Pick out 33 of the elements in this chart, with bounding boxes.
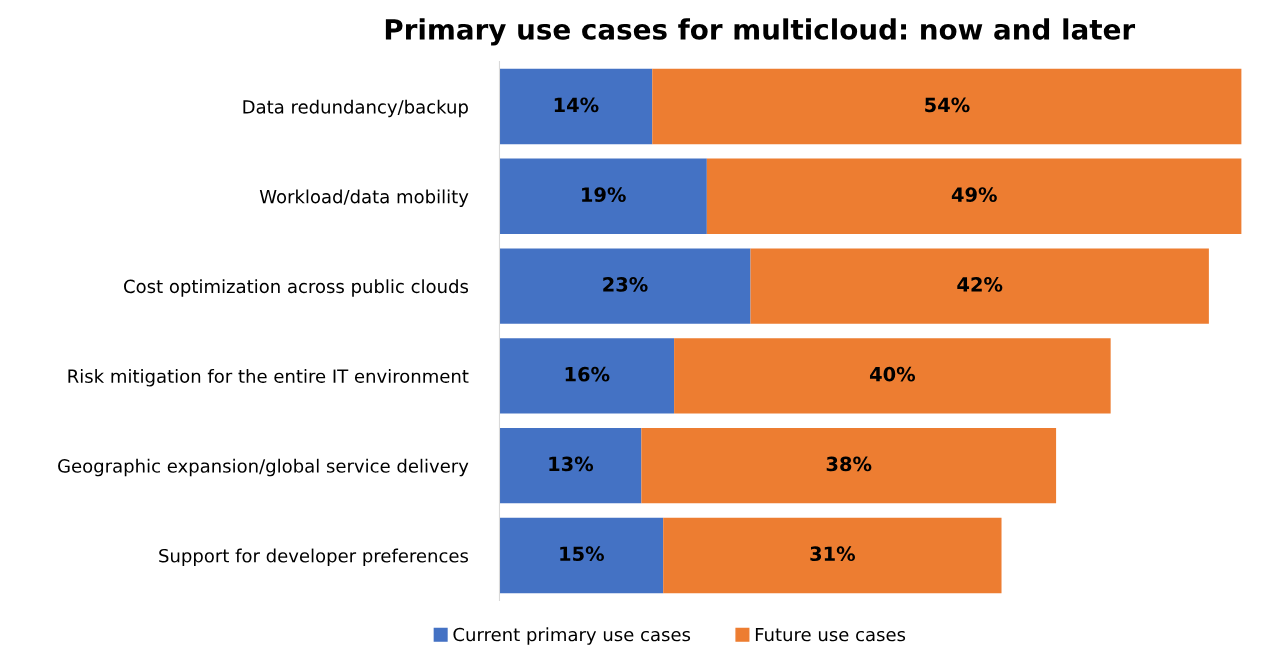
data-label: 15% (560, 546, 604, 562)
y-tick-label: Risk mitigation for the entire IT environment (68, 369, 469, 387)
data-label: 38% (826, 456, 872, 472)
data-label: 40% (869, 366, 916, 382)
bar (641, 427, 1057, 504)
bar (750, 248, 1209, 324)
legend-label: Current primary use cases (453, 627, 691, 645)
data-label: 14% (554, 97, 599, 113)
data-label: 19% (582, 187, 626, 202)
y-tick-label: Geographic expansion/global service delivery (58, 458, 469, 477)
y-tick-label: Workload/data mobility (259, 189, 469, 207)
data-label: 16% (565, 366, 610, 382)
bar (499, 517, 664, 594)
chart-title: Primary use cases for multicloud: now and later (385, 18, 1136, 46)
data-label: 42% (957, 277, 1003, 292)
bar (652, 68, 1242, 145)
data-label: 13% (549, 456, 594, 472)
data-label: 31% (810, 546, 856, 562)
bar (674, 338, 1111, 414)
data-label: 23% (603, 277, 648, 292)
y-tick-label: Support for developer preferences (159, 548, 469, 567)
bar (706, 158, 1242, 235)
bar (499, 158, 707, 235)
bar (499, 338, 675, 414)
bar (499, 248, 751, 324)
data-label: 54% (925, 97, 970, 113)
bar (499, 68, 653, 145)
bar (499, 427, 642, 504)
y-tick-label: Data redundancy/backup (243, 99, 468, 118)
data-label: 49% (951, 187, 997, 202)
legend-label: Future use cases (755, 627, 906, 642)
y-tick-label: Cost optimization across public clouds (124, 279, 469, 297)
bar (663, 517, 1002, 594)
